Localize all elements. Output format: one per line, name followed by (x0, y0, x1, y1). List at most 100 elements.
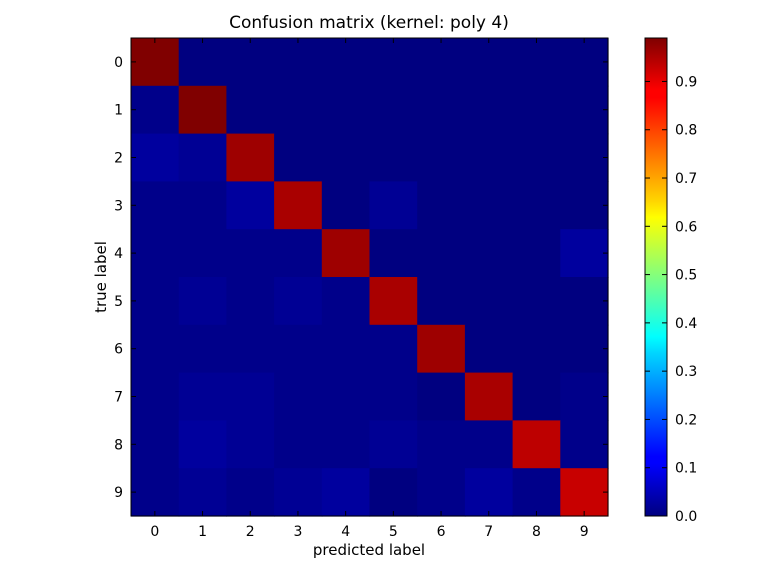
heatmap-cell (226, 420, 275, 469)
heatmap-cell (131, 420, 180, 469)
heatmap-cell (369, 420, 418, 469)
x-tick-label: 5 (389, 524, 398, 540)
heatmap-cell (226, 38, 275, 87)
x-tick-label: 7 (484, 524, 493, 540)
heatmap-cell (321, 229, 371, 278)
colorbar-tick-label: 0.7 (675, 171, 697, 187)
heatmap-cell (274, 38, 323, 87)
colorbar-tick-label: 0.1 (675, 461, 697, 477)
heatmap-cell (178, 229, 227, 278)
y-tick-label: 5 (114, 294, 123, 310)
heatmap-cell (512, 277, 561, 326)
y-axis-ticks: 0 1 2 3 4 5 6 7 8 9 (114, 55, 608, 501)
heatmap-cell (226, 133, 275, 182)
heatmap-cell (417, 468, 466, 517)
colorbar-tick-label: 0.6 (675, 219, 697, 235)
heatmap-cell (226, 372, 275, 421)
heatmap-cell (369, 85, 418, 135)
y-tick-label: 6 (114, 342, 123, 358)
heatmap-cell (369, 133, 418, 182)
heatmap-cell (417, 277, 466, 326)
heatmap-cell (226, 229, 275, 278)
heatmap-cell (178, 420, 227, 469)
heatmap-cell (178, 133, 227, 182)
heatmap-cell (321, 133, 371, 182)
heatmap-cell (417, 38, 466, 87)
heatmap-cell (321, 372, 371, 421)
heatmap-cell (560, 38, 609, 87)
heatmap-cell (274, 229, 323, 278)
heatmap-cell (321, 85, 371, 135)
heatmap-cell (464, 372, 514, 421)
heatmap-cell (417, 85, 466, 135)
y-tick-label: 2 (114, 151, 123, 167)
heatmap-cell (512, 133, 561, 182)
y-tick-label: 3 (114, 198, 123, 214)
heatmap-cell (369, 468, 418, 517)
heatmap-cell (560, 229, 609, 278)
heatmap-cell (464, 277, 514, 326)
x-tick-label: 6 (437, 524, 446, 540)
heatmap-cell (369, 181, 418, 230)
heatmap-cell (560, 372, 609, 421)
colorbar-ticks: 0.0 0.1 0.2 0.3 0.4 0.5 0.6 0.7 0.8 0.9 (645, 74, 697, 525)
heatmap-cell (321, 420, 371, 469)
heatmap-cell (560, 181, 609, 230)
heatmap-cells (131, 38, 609, 517)
heatmap-cell (131, 85, 180, 135)
colorbar-tick-label: 0.2 (675, 412, 697, 428)
colorbar-tick-label: 0.8 (675, 123, 697, 139)
colorbar-tick-label: 0.9 (675, 74, 697, 90)
y-tick-label: 0 (114, 55, 123, 71)
heatmap-cell (464, 133, 514, 182)
heatmap-cell (226, 468, 275, 517)
heatmap-cell (417, 324, 466, 374)
x-tick-label: 4 (341, 524, 350, 540)
plot-frame (130, 37, 609, 517)
heatmap-cell (131, 133, 180, 182)
heatmap-cell (274, 372, 323, 421)
heatmap-cell (178, 372, 227, 421)
heatmap-cell (417, 372, 466, 421)
x-tick-label: 3 (293, 524, 302, 540)
heatmap-cell (464, 420, 514, 469)
heatmap-cell (178, 85, 227, 135)
heatmap-cell (464, 85, 514, 135)
heatmap-cell (131, 324, 180, 374)
heatmap-cell (560, 420, 609, 469)
heatmap-cell (464, 181, 514, 230)
heatmap-cell (274, 420, 323, 469)
y-axis-label: true label (92, 241, 110, 313)
heatmap-cell (274, 277, 323, 326)
x-tick-label: 2 (246, 524, 255, 540)
heatmap-cell (560, 324, 609, 374)
heatmap-cell (417, 181, 466, 230)
heatmap-cell (512, 420, 561, 469)
colorbar-tick-label: 0.4 (675, 316, 697, 332)
heatmap-cell (226, 85, 275, 135)
chart-title: Confusion matrix (kernel: poly 4) (229, 13, 509, 33)
heatmap-cell (560, 468, 609, 517)
x-axis-label: predicted label (313, 541, 425, 559)
x-tick-label: 0 (150, 524, 159, 540)
heatmap-cell (464, 38, 514, 87)
heatmap-cell (274, 468, 323, 517)
x-tick-label: 1 (198, 524, 207, 540)
heatmap-cell (178, 324, 227, 374)
y-tick-label: 4 (114, 246, 123, 262)
heatmap-cell (512, 229, 561, 278)
y-tick-label: 9 (114, 485, 123, 501)
colorbar (644, 37, 668, 517)
heatmap-cell (560, 85, 609, 135)
heatmap-cell (369, 229, 418, 278)
heatmap-cell (512, 324, 561, 374)
heatmap-cell (131, 229, 180, 278)
y-tick-label: 1 (114, 103, 123, 119)
heatmap-cell (512, 85, 561, 135)
heatmap-cell (274, 324, 323, 374)
heatmap-cell (417, 229, 466, 278)
heatmap-cell (560, 133, 609, 182)
x-tick-label: 8 (532, 524, 541, 540)
heatmap-cell (321, 38, 371, 87)
